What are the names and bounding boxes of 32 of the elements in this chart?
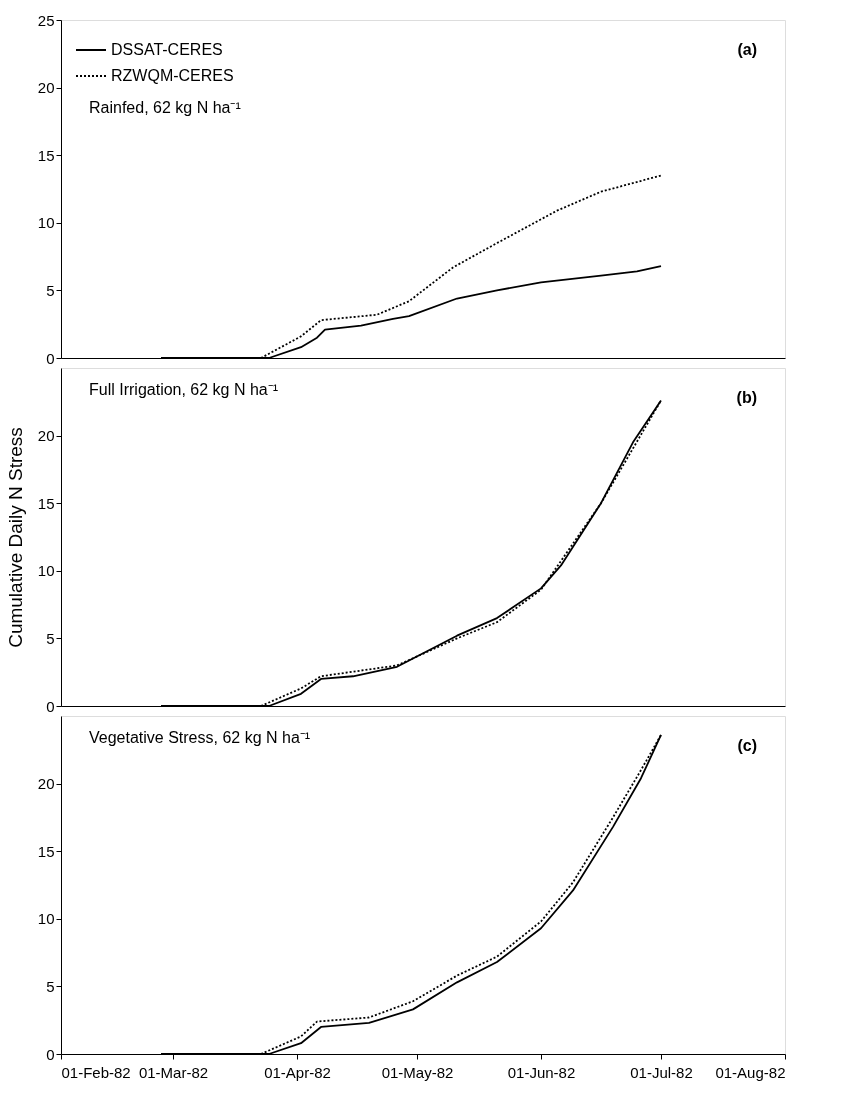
y-axis-title: Cumulative Daily N Stress: [4, 427, 26, 648]
y-tick-label: 5: [46, 629, 55, 647]
legend-label: DSSAT-CERES: [111, 41, 223, 58]
annotation: Vegetative Stress, 62 kg N ha⁻¹: [89, 729, 311, 746]
y-tick-label: 15: [37, 146, 55, 164]
y-tick-label: 10: [37, 910, 55, 928]
y-tick-label: 20: [37, 775, 55, 793]
legend-label: RZWQM-CERES: [111, 67, 234, 84]
annotation: Rainfed, 62 kg N ha⁻¹: [89, 99, 241, 116]
x-tick-label: 01-Aug-82: [715, 1063, 786, 1081]
annotation: Full Irrigation, 62 kg N ha⁻¹: [89, 381, 279, 398]
x-tick-label: 01-May-82: [381, 1063, 454, 1081]
y-tick-label: 20: [37, 79, 55, 97]
y-tick-label: 0: [46, 697, 55, 715]
y-tick-label: 0: [46, 1045, 55, 1063]
y-tick-label: 15: [37, 494, 55, 512]
annotation: (c): [737, 737, 757, 754]
annotation: (b): [736, 389, 757, 406]
y-tick-label: 5: [46, 281, 55, 299]
x-tick-label: 01-Feb-82: [61, 1063, 131, 1081]
y-tick-label: 25: [37, 11, 55, 29]
x-tick-label: 01-Jun-82: [507, 1063, 576, 1081]
x-tick-label: 01-Apr-82: [264, 1063, 331, 1081]
x-tick-label: 01-Mar-82: [138, 1063, 209, 1081]
y-tick-label: 10: [37, 214, 55, 232]
y-tick-label: 20: [37, 427, 55, 445]
x-tick-label: 01-Jul-82: [630, 1063, 693, 1081]
y-tick-label: 0: [46, 349, 55, 367]
y-tick-label: 10: [37, 562, 55, 580]
annotation: (a): [737, 41, 757, 58]
y-tick-label: 15: [37, 842, 55, 860]
y-tick-label: 5: [46, 977, 55, 995]
